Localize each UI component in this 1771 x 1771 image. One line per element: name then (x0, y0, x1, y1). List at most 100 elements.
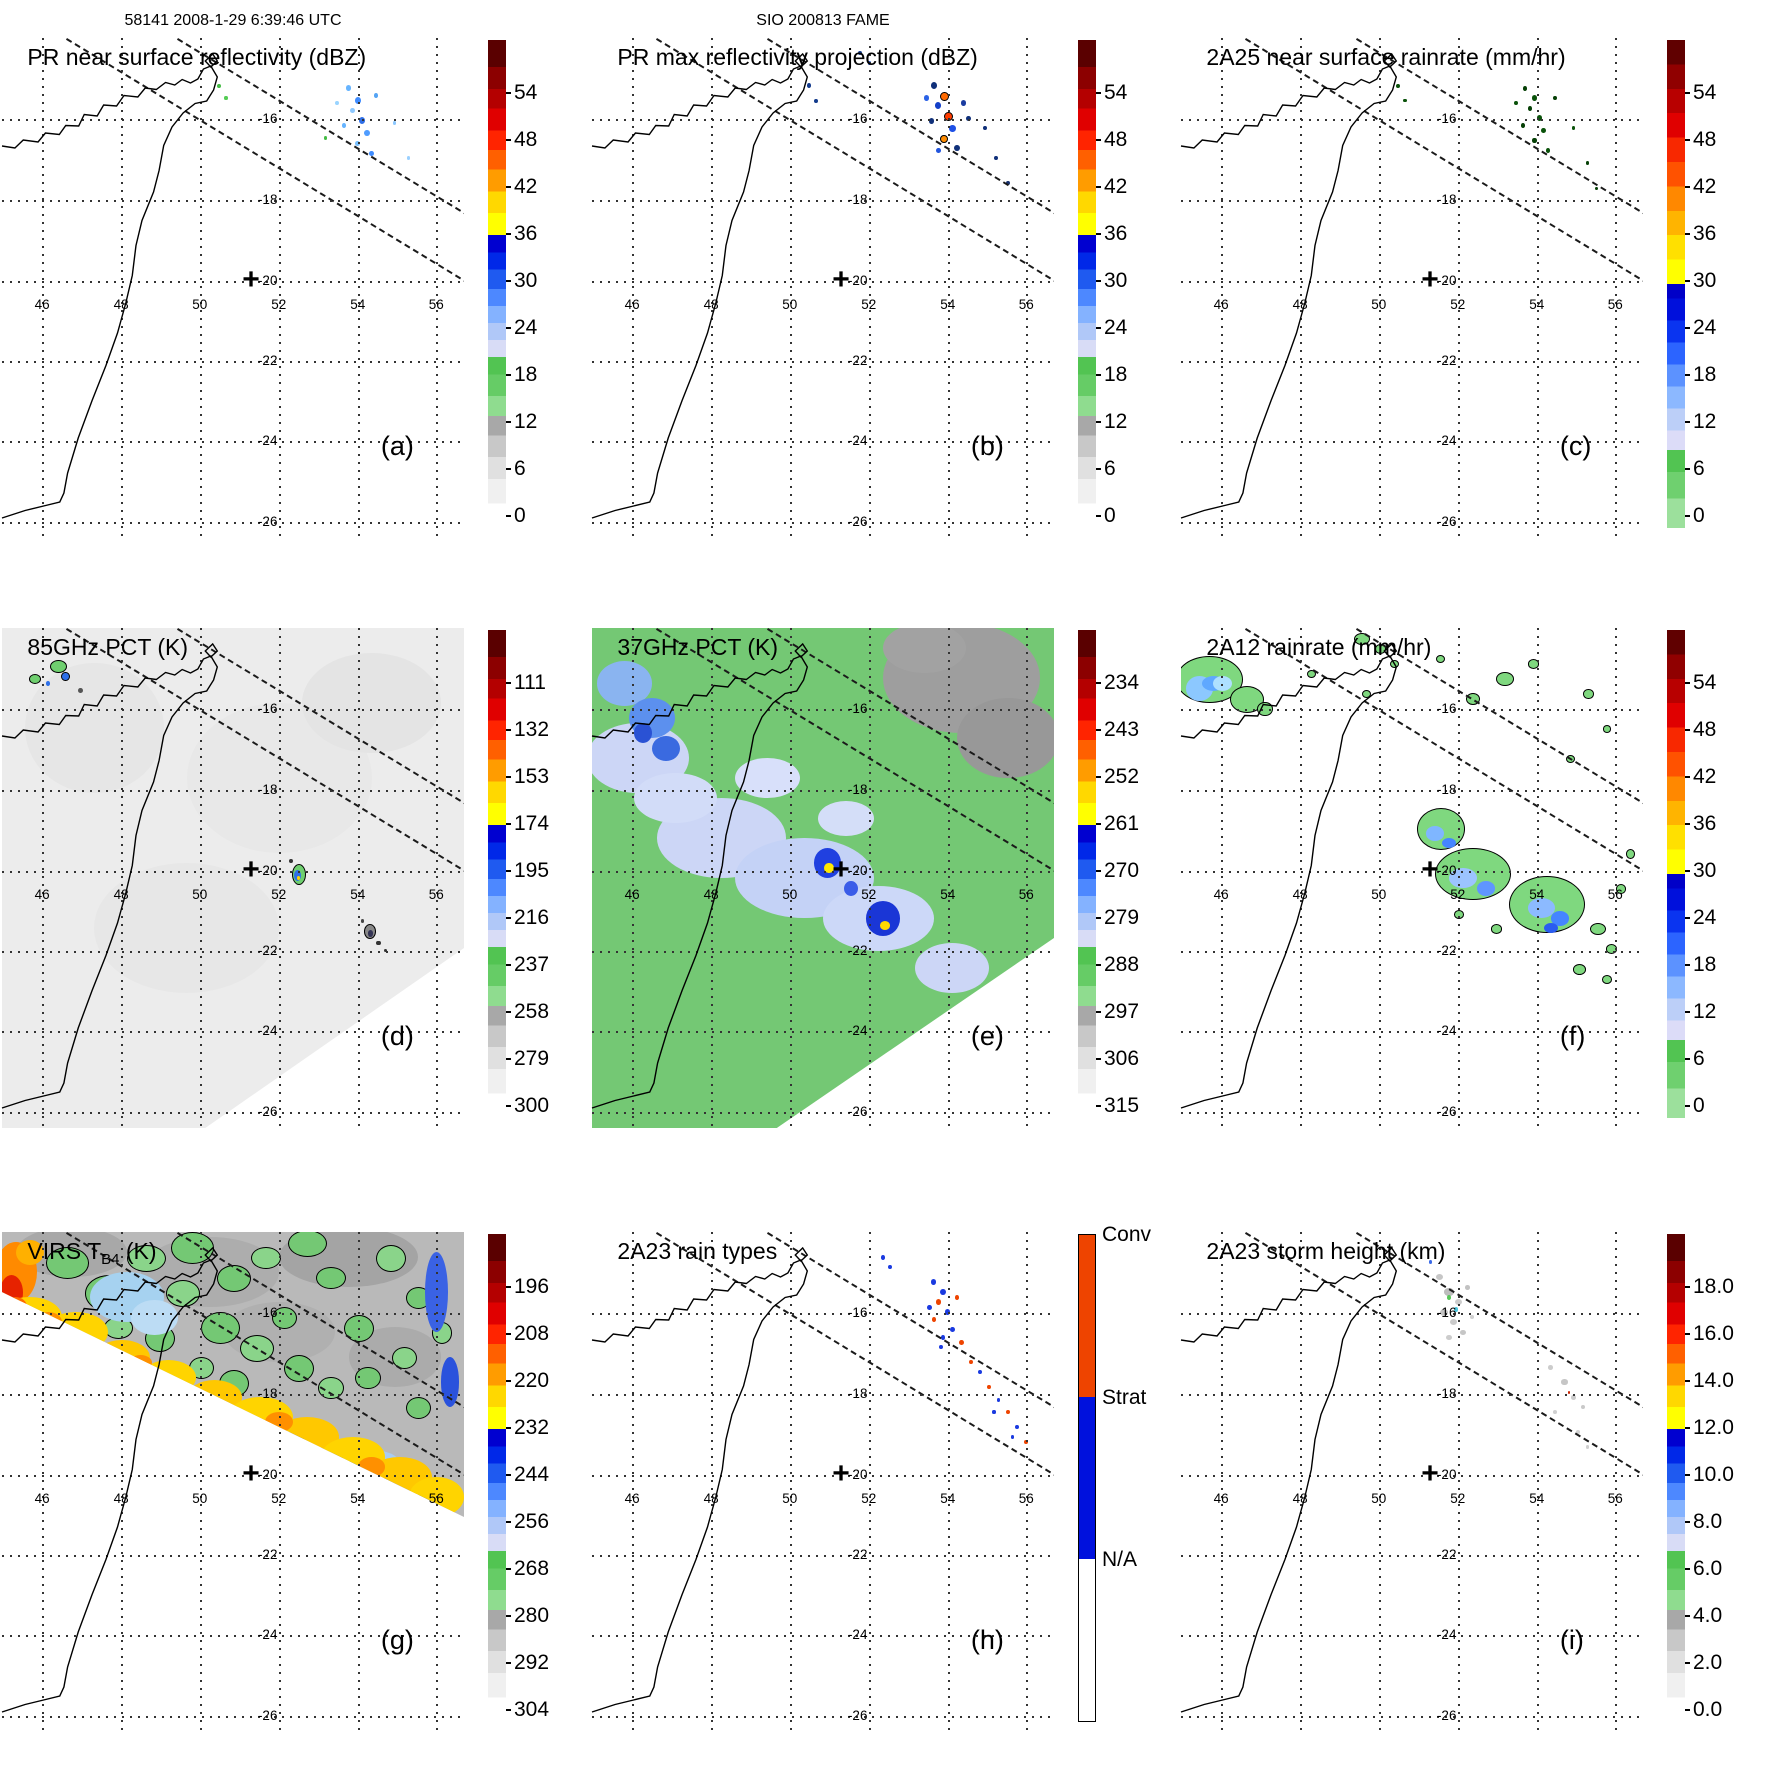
lon-label-50: 50 (782, 297, 798, 312)
map-data-patch (283, 1354, 314, 1382)
map-data-patch (1490, 924, 1502, 934)
map-data-patch (936, 148, 941, 153)
colorbar-tick-mark (1685, 1426, 1690, 1429)
map-data-patch (931, 1279, 937, 1285)
map-data-patch (1565, 755, 1575, 763)
gridline-lat--18 (2, 200, 464, 202)
colorbar-bar (488, 630, 506, 1118)
lat-label--26: -26 (1436, 513, 1457, 529)
map-data-patch (239, 1334, 275, 1362)
lon-label-54: 54 (350, 887, 366, 902)
map-data-patch (94, 863, 280, 993)
map-panel-a: 46 48 50 52 54 56 -16 -18 -20 -22 -24 -26 + PR near… (2, 38, 592, 598)
colorbar-tick-label-232: 232 (514, 1415, 550, 1439)
gridline-lat--16 (592, 119, 1054, 122)
map-data-patch (1625, 849, 1635, 859)
colorbar-tick-mark (506, 279, 511, 282)
lat-label--20: -20 (257, 862, 278, 878)
map-data-patch (376, 1244, 406, 1272)
map-data-patch (931, 1317, 937, 1322)
gridline-lon-46 (632, 38, 635, 538)
colorbar-tick-label-216: 216 (514, 905, 550, 929)
gridline-lon-50 (199, 1232, 202, 1732)
lon-label-56: 56 (428, 1491, 444, 1506)
gridline-lat--18 (2, 1394, 464, 1396)
colorbar-tick-mark (506, 963, 511, 966)
map-data-patch (935, 102, 942, 109)
colorbar-tick-mark (1685, 963, 1690, 966)
colorbar-tick-label-280: 280 (514, 1603, 550, 1627)
colorbar-tick-mark (1685, 373, 1690, 376)
gridline-lat--18 (2, 790, 464, 792)
gridline-lat--24 (2, 441, 464, 443)
islet-outline (205, 1248, 217, 1261)
gridline-lon-50 (1378, 1232, 1381, 1732)
lon-label-56: 56 (1018, 1491, 1034, 1506)
gridline-lat--18 (592, 1394, 1054, 1396)
colorbar-tick-label-195: 195 (514, 858, 550, 882)
colorbar-tick-mark (506, 822, 511, 825)
map-data-patch (1570, 1394, 1577, 1400)
map-data-patch (883, 628, 967, 673)
lat-label--16: -16 (1436, 111, 1457, 127)
colorbar-tick-mark (506, 326, 511, 329)
map-data-patch (1005, 1410, 1010, 1414)
colorbar-tick-label-42: 42 (514, 174, 538, 198)
map-data-patch (78, 688, 83, 693)
colorbar-tick-label-18: 18 (514, 362, 538, 386)
gridline-lat--24 (1181, 1031, 1643, 1033)
lon-label-54: 54 (1529, 887, 1545, 902)
colorbar-tick-mark (506, 1332, 511, 1335)
madagascar-coastline (2, 1260, 217, 1712)
colorbar-tick-label-220: 220 (514, 1368, 550, 1392)
map-data-patch (369, 150, 374, 156)
map-data-patch (1536, 115, 1542, 121)
map-data-patch (935, 1299, 942, 1305)
gridline-lon-56 (1026, 1232, 1029, 1732)
gridline-lat--20 (1181, 280, 1643, 283)
colorbar-tick-mark (1096, 279, 1101, 282)
gridline-lon-46 (42, 38, 45, 538)
colorbar-tick-label-30: 30 (1693, 268, 1717, 292)
gridline-lon-52 (278, 1232, 281, 1732)
map-data-patch (1547, 1364, 1554, 1370)
colorbar-tick-mark (506, 1520, 511, 1523)
colorbar-tick-mark (1685, 1332, 1690, 1335)
lon-label-56: 56 (428, 887, 444, 902)
gridline-lon-52 (868, 38, 871, 538)
gridline-lon-48 (1300, 1232, 1303, 1732)
gridline-lon-46 (1221, 628, 1224, 1128)
gridline-lon-48 (711, 38, 714, 538)
lat-label--26: -26 (1436, 1103, 1457, 1119)
lat-label--22: -22 (257, 352, 278, 368)
panel-title: 2A12 rainrate (mm/hr) (1206, 634, 1432, 660)
colorbar-tick-label-234: 234 (1104, 670, 1140, 694)
map-data-patch (949, 1326, 955, 1333)
madagascar-coastline (1181, 66, 1396, 518)
colorbar-tick-mark (1685, 728, 1690, 731)
map-data-patch (29, 674, 42, 684)
coastline (2, 628, 464, 1128)
map-data-patch (364, 130, 370, 136)
lat-label--22: -22 (1436, 1546, 1457, 1562)
gridline-lon-52 (1457, 1232, 1460, 1732)
gridline-lat--16 (592, 1313, 1054, 1316)
colorbar-tick-mark (1096, 138, 1101, 141)
colorbar-tick-label-256: 256 (514, 1509, 550, 1533)
lon-label-54: 54 (940, 297, 956, 312)
colorbar-tick-label-288: 288 (1104, 952, 1140, 976)
colorbar-tick-label-279: 279 (1104, 905, 1140, 929)
lat-label--24: -24 (1436, 432, 1457, 448)
lat-label--20: -20 (847, 272, 868, 288)
colorbar-tick-mark (506, 1057, 511, 1060)
colorbar-tick-mark (1685, 326, 1690, 329)
colorbar-tick-label-0.0: 0.0 (1693, 1697, 1723, 1721)
coastline (592, 1232, 1054, 1732)
map-area: 46 48 50 52 54 56 -16 -18 -20 -22 -24 -26 + PR near… (2, 38, 464, 538)
colorbar-tick-mark (506, 1285, 511, 1288)
map-data-patch (170, 1232, 215, 1264)
map-area: 46 48 50 52 54 56 -16 -18 -20 -22 -24 -26 + 2A23 st… (1181, 1232, 1643, 1732)
gridline-lat--22 (2, 361, 464, 363)
gridline-lon-56 (1026, 38, 1029, 538)
colorbar-tick-label-24: 24 (1693, 905, 1717, 929)
